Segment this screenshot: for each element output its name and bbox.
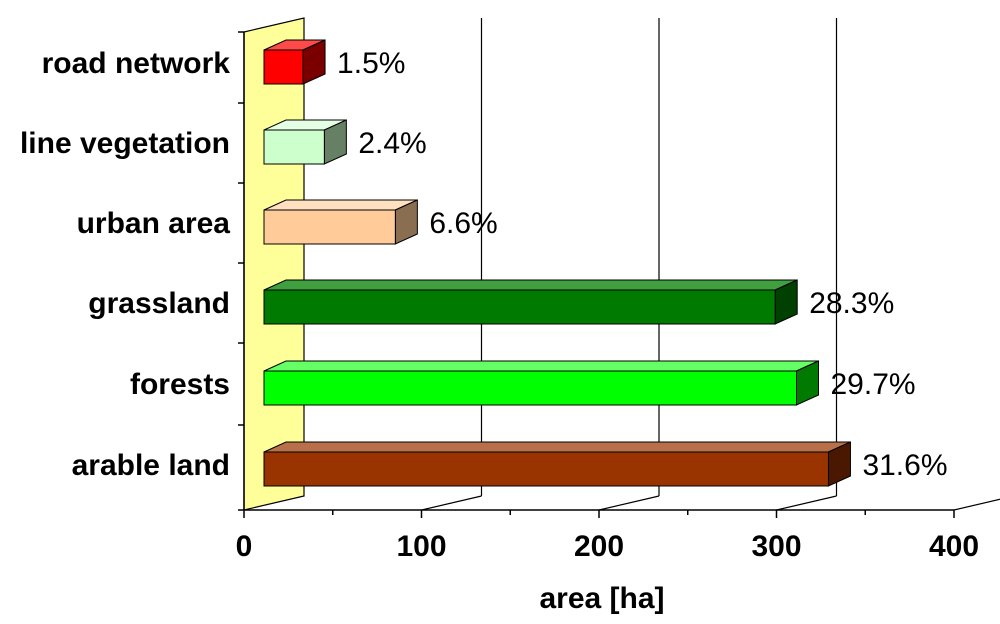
x-tick-label: 0 — [236, 530, 253, 563]
bars — [263, 39, 851, 487]
floor-gridline — [953, 498, 1000, 511]
bar — [263, 199, 418, 245]
bar — [263, 39, 326, 85]
bar — [263, 279, 798, 325]
floor-gridline — [598, 495, 660, 511]
category-label: arable land — [72, 449, 230, 482]
data-label: 31.6% — [862, 449, 947, 482]
data-label: 1.5% — [337, 47, 405, 80]
gridlines — [421, 18, 1000, 511]
category-label: grassland — [88, 287, 230, 320]
x-tick-label: 300 — [751, 530, 801, 563]
left-wall — [243, 17, 305, 511]
x-axis-title: area [ha] — [539, 582, 664, 615]
x-tick-label: 100 — [396, 530, 446, 563]
bar — [263, 441, 851, 487]
bar-top — [263, 360, 819, 372]
floor-gridline — [776, 495, 837, 511]
data-label: 29.7% — [831, 368, 916, 401]
bar-front — [263, 209, 396, 245]
labels: 0 100 200 300 400 road network 1.5% line vegeta… — [20, 47, 979, 563]
category-label: line vegetation — [20, 127, 230, 160]
category-label: forests — [130, 368, 230, 401]
bar-top — [263, 279, 798, 291]
bar-top — [263, 199, 418, 211]
bar — [263, 360, 819, 406]
bar-front — [263, 370, 797, 406]
category-label: urban area — [77, 207, 231, 240]
data-label: 28.3% — [809, 287, 894, 320]
bar-front — [263, 49, 304, 85]
data-label: 6.6% — [429, 207, 497, 240]
axes — [238, 31, 955, 518]
bar-front — [263, 129, 325, 165]
bar-front — [263, 451, 829, 487]
category-label: road network — [42, 47, 231, 80]
bar-front — [263, 289, 776, 325]
bar — [263, 119, 347, 165]
bar-top — [263, 441, 851, 453]
floor-gridline — [421, 495, 482, 511]
data-label: 2.4% — [358, 127, 426, 160]
x-tick-label: 200 — [574, 530, 624, 563]
x-tick-label: 400 — [929, 530, 979, 563]
chart-back-wall — [243, 17, 305, 511]
